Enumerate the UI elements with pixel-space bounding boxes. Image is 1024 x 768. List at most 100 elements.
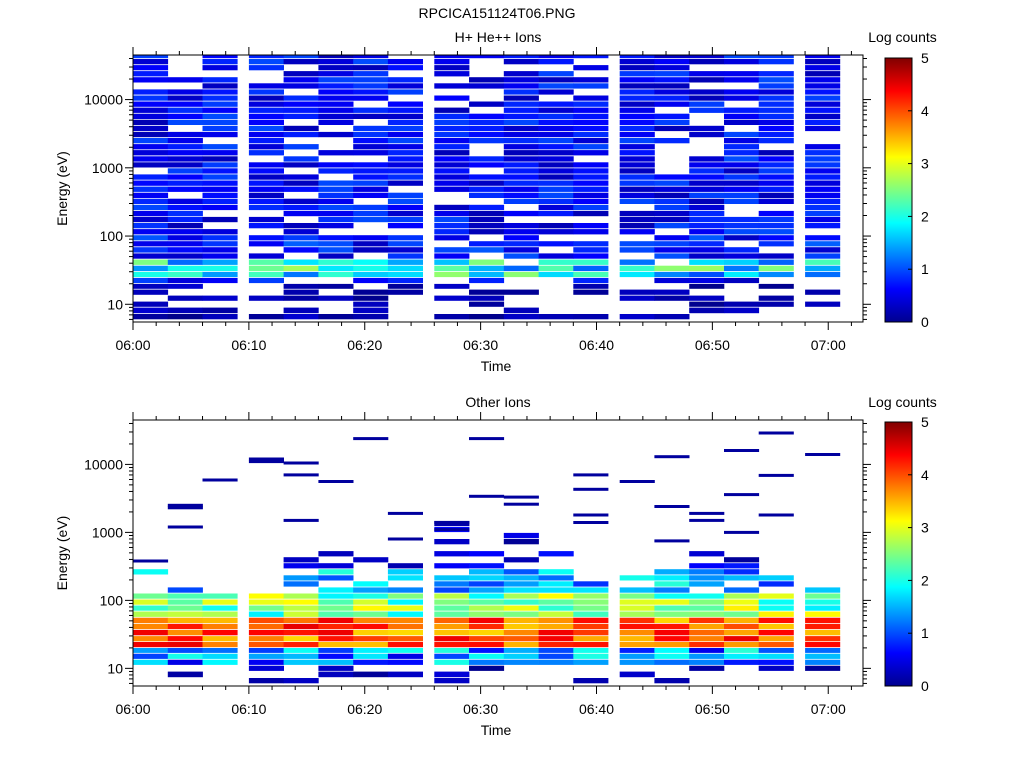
colorbar-tick-label: 5: [921, 50, 929, 66]
heatmap-cell: [318, 198, 354, 204]
heatmap-cell: [434, 671, 470, 678]
heatmap-cell: [202, 247, 238, 253]
heatmap-cell: [689, 575, 725, 581]
heatmap-cell: [248, 95, 284, 101]
heatmap-cell: [724, 575, 760, 581]
heatmap-cell: [167, 198, 203, 204]
heatmap-cell: [283, 174, 319, 180]
heatmap-cell: [538, 229, 574, 235]
heatmap-cell: [573, 131, 609, 138]
heatmap-cell: [619, 150, 655, 156]
heatmap-cell: [133, 156, 169, 162]
heatmap-cell: [434, 150, 470, 156]
heatmap-cell: [758, 623, 794, 630]
heatmap-cell: [538, 168, 574, 174]
heatmap-cell: [318, 95, 354, 101]
heatmap-cell: [202, 216, 238, 223]
x-tick-label: 06:00: [115, 701, 150, 717]
heatmap-cell: [469, 162, 505, 168]
y-tick-label: 100: [100, 228, 124, 244]
heatmap-cell: [573, 198, 609, 204]
heatmap-cell: [434, 623, 470, 630]
heatmap-cell: [538, 581, 574, 587]
heatmap-cell: [619, 192, 655, 198]
heatmap-cell: [248, 629, 284, 636]
heatmap-cell: [689, 648, 725, 653]
heatmap-cell: [318, 241, 354, 247]
heatmap-cell: [538, 174, 574, 180]
heatmap-cell: [202, 605, 238, 611]
heatmap-cell: [619, 162, 655, 168]
heatmap-cell: [167, 223, 203, 229]
heatmap-cell: [689, 216, 725, 223]
heatmap-cell: [353, 671, 389, 678]
heatmap-cell: [434, 59, 470, 65]
heatmap-cell: [167, 144, 203, 150]
colorbar-tick-label: 0: [921, 314, 929, 330]
heatmap-cell: [248, 138, 284, 144]
heatmap-cell: [573, 55, 609, 59]
heatmap-cell: [503, 265, 539, 272]
heatmap-cell: [654, 569, 690, 575]
heatmap-cell: [353, 587, 389, 593]
heatmap-cell: [318, 665, 354, 671]
heatmap-cell: [387, 144, 423, 150]
heatmap-cell: [689, 581, 725, 587]
heatmap-cell: [538, 59, 574, 65]
heatmap-cell: [387, 210, 423, 217]
heatmap-cell: [434, 599, 470, 605]
heatmap-cell: [689, 593, 725, 599]
heatmap-cell: [805, 59, 841, 65]
heatmap-cell: [202, 192, 238, 198]
heatmap-cell: [434, 144, 470, 150]
heatmap-cell: [434, 216, 470, 223]
heatmap-cell: [434, 259, 470, 265]
heatmap-cell: [133, 204, 169, 211]
heatmap-cell: [318, 265, 354, 272]
heatmap-cell: [758, 259, 794, 265]
heatmap-cell: [689, 89, 725, 95]
heatmap-cell: [434, 653, 470, 659]
heatmap-cell: [434, 119, 470, 125]
heatmap-cell: [318, 168, 354, 174]
heatmap-cell: [283, 259, 319, 265]
heatmap-cell: [167, 89, 203, 95]
heatmap-cell: [538, 119, 574, 125]
heatmap-cell: [469, 77, 505, 83]
heatmap-cell: [573, 204, 609, 211]
heatmap-cell: [619, 265, 655, 272]
heatmap-cell: [133, 144, 169, 150]
x-tick-label: 06:20: [347, 701, 382, 717]
heatmap-cell: [202, 253, 238, 259]
heatmap-cell: [434, 617, 470, 623]
heatmap-cell: [619, 198, 655, 204]
heatmap-cell: [573, 125, 609, 132]
heatmap-cell: [805, 605, 841, 611]
heatmap-cell: [538, 186, 574, 192]
heatmap-cell: [619, 71, 655, 77]
heatmap-cell: [805, 623, 841, 630]
heatmap-cell: [133, 314, 169, 320]
heatmap-cell: [689, 301, 725, 307]
heatmap-cell: [434, 247, 470, 253]
heatmap-cell: [353, 271, 389, 278]
heatmap-cell: [503, 289, 539, 295]
heatmap-cell: [503, 59, 539, 65]
heatmap-cell: [689, 77, 725, 83]
heatmap-cell: [283, 180, 319, 186]
heatmap-cell: [573, 144, 609, 150]
heatmap-cell: [167, 277, 203, 284]
heatmap-cell: [133, 241, 169, 247]
heatmap-cell: [573, 314, 609, 320]
sparse-count-line: [167, 525, 203, 529]
heatmap-cell: [469, 593, 505, 599]
heatmap-cell: [167, 101, 203, 107]
heatmap-cell: [202, 77, 238, 83]
heatmap-cell: [202, 125, 238, 132]
heatmap-cell: [538, 265, 574, 272]
heatmap-cell: [805, 77, 841, 83]
heatmap-cell: [538, 575, 574, 581]
heatmap-cell: [202, 241, 238, 247]
heatmap-cell: [619, 210, 655, 217]
